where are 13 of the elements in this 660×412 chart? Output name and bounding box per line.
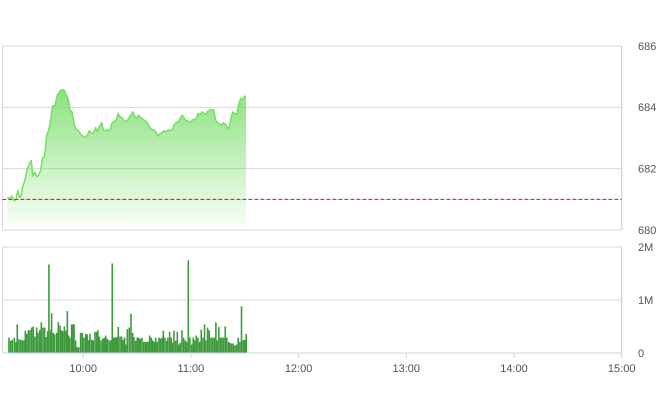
y-tick-label: 2M (638, 242, 654, 254)
x-tick-label: 11:00 (178, 363, 204, 375)
x-tick-label: 13:00 (392, 363, 420, 375)
x-tick-label: 15:00 (608, 363, 636, 375)
y-tick-label: 680 (638, 224, 656, 237)
y-tick-label: 0 (638, 348, 644, 360)
x-tick-label: 10:00 (69, 363, 97, 375)
y-tick-label: 682 (638, 164, 656, 176)
y-tick-label: 684 (638, 102, 656, 114)
x-tick-label: 12:00 (284, 363, 312, 375)
y-tick-label: 1M (638, 294, 654, 307)
x-tick-label: 14:00 (500, 363, 528, 375)
y-tick-label: 686 (638, 40, 656, 53)
